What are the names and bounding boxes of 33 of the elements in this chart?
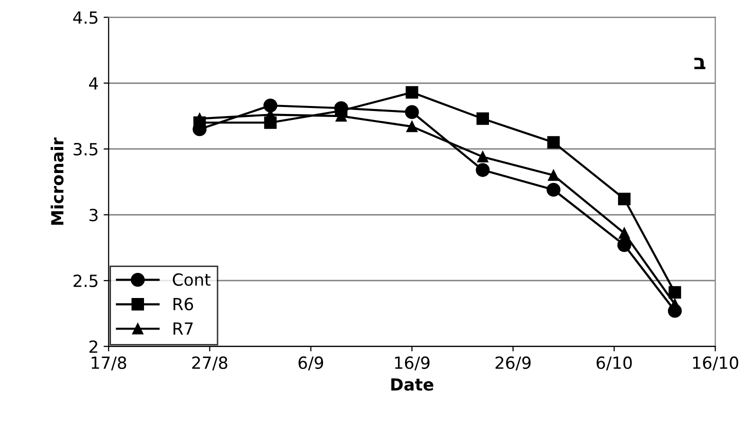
legend-label: R6 bbox=[174, 298, 194, 310]
point bbox=[617, 238, 632, 252]
y-tick-label: 4 bbox=[89, 77, 98, 90]
legend-label: R7 bbox=[174, 322, 193, 335]
point bbox=[547, 136, 560, 149]
point bbox=[263, 98, 278, 112]
x-axis-title: Date bbox=[391, 378, 434, 391]
x-tick-label: 17/8 bbox=[92, 356, 126, 370]
point bbox=[618, 228, 630, 239]
x-tick-label: 16/9 bbox=[395, 356, 430, 370]
x-tick-label: 6/10 bbox=[596, 356, 632, 370]
point bbox=[406, 121, 418, 132]
point bbox=[476, 112, 489, 125]
point bbox=[406, 86, 418, 99]
y-axis-title: Micronair bbox=[50, 137, 64, 225]
y-tick-label: 2.5 bbox=[74, 274, 98, 288]
y-tick-label: 4.5 bbox=[73, 12, 98, 24]
point bbox=[405, 105, 419, 120]
y-tick-label: 3.5 bbox=[74, 142, 98, 156]
y-tick-label: 3 bbox=[90, 208, 98, 222]
x-tick-label: 27/8 bbox=[192, 356, 228, 370]
annotation: ב bbox=[694, 58, 706, 70]
point bbox=[476, 163, 490, 177]
point bbox=[618, 192, 631, 206]
x-tick-label: 6/9 bbox=[298, 356, 324, 370]
y-tick-label: 2 bbox=[90, 340, 98, 353]
point bbox=[548, 170, 560, 181]
x-tick-label: 16/10 bbox=[693, 356, 738, 370]
point bbox=[668, 286, 682, 299]
point bbox=[546, 182, 560, 197]
x-tick-label: 26/9 bbox=[496, 356, 531, 370]
legend-label: Cont bbox=[172, 273, 210, 286]
point bbox=[477, 151, 488, 162]
